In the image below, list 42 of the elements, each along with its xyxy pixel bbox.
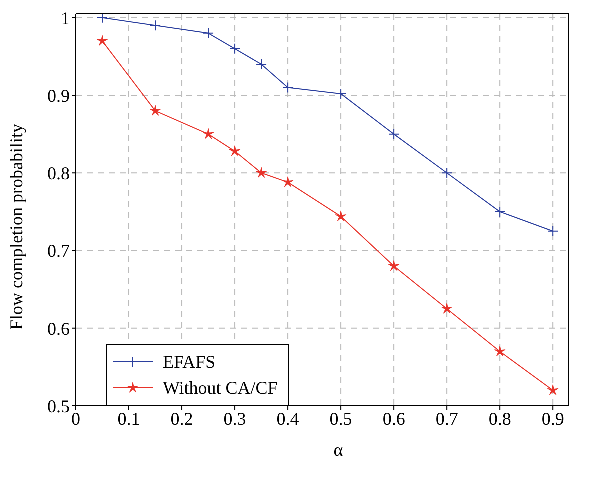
point	[203, 28, 214, 39]
x-tick-label: 0.7	[436, 408, 458, 429]
point	[230, 43, 241, 54]
y-tick-label: 0.5	[48, 396, 70, 416]
x-tick-label: 0.3	[224, 408, 246, 429]
y-tick-label: 0.9	[48, 86, 70, 106]
point	[230, 146, 241, 156]
x-tick-label: 0.2	[170, 408, 194, 429]
y-axis-title: Flow completion probability	[6, 124, 26, 330]
point	[256, 58, 268, 70]
x-tick-label: 0.8	[488, 408, 512, 429]
x-tick-label: 0.4	[276, 408, 300, 429]
point	[494, 346, 506, 356]
point	[442, 168, 453, 179]
point	[388, 260, 400, 272]
legend-label: EFAFS	[163, 351, 216, 374]
point	[388, 128, 400, 140]
point	[442, 303, 453, 314]
point	[202, 128, 214, 140]
point	[150, 20, 162, 32]
point	[97, 14, 108, 24]
point	[494, 206, 506, 218]
x-tick-label: 0.6	[382, 408, 406, 429]
point	[548, 384, 559, 396]
point	[150, 105, 162, 116]
point	[548, 226, 559, 237]
y-tick-label: 0.8	[48, 164, 70, 184]
point	[282, 176, 294, 188]
point	[336, 88, 347, 100]
x-tick-label: 0	[72, 408, 80, 429]
point	[256, 167, 268, 178]
y-tick-label: 0.7	[48, 241, 70, 262]
y-tick-label: 0.6	[48, 318, 70, 339]
x-tick-label: 0.1	[118, 408, 140, 429]
x-axis-title: α	[334, 440, 344, 460]
point	[282, 82, 294, 94]
x-tick-label: 0.5	[330, 408, 352, 429]
legend-label: Without CA/CF	[163, 377, 278, 400]
point	[336, 210, 347, 222]
point	[96, 35, 108, 46]
x-tick-label: 0.9	[542, 408, 564, 429]
y-tick-label: 1	[61, 8, 70, 28]
